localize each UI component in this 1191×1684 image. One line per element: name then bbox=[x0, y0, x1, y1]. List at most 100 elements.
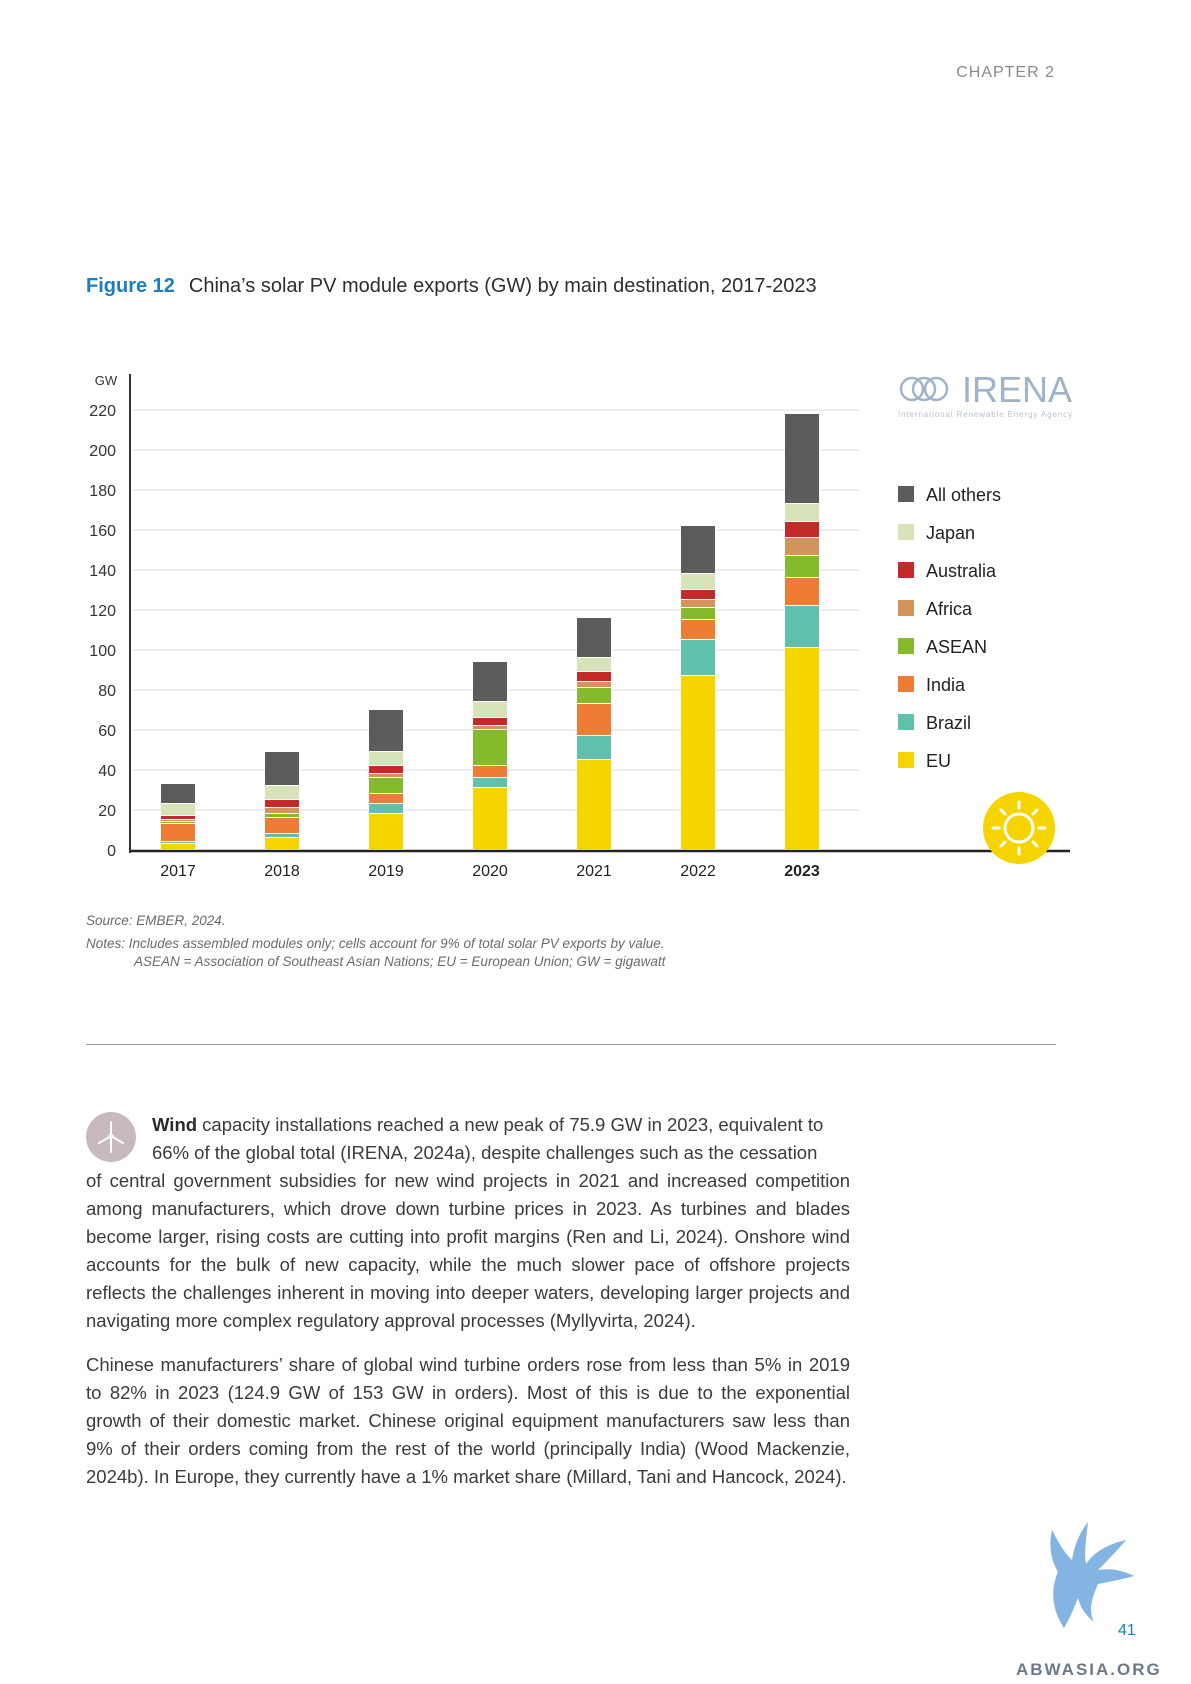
bar-segment bbox=[161, 842, 195, 843]
y-tick-label: 160 bbox=[89, 523, 116, 540]
bar-segment bbox=[785, 522, 819, 537]
bar-segment bbox=[681, 590, 715, 599]
paragraph-market-share: Chinese manufacturers’ share of global w… bbox=[86, 1354, 850, 1487]
bar-segment bbox=[265, 752, 299, 785]
bar-segment bbox=[265, 808, 299, 813]
bar-segment bbox=[785, 414, 819, 503]
site-watermark: ABWASIA.ORG bbox=[1016, 1660, 1162, 1679]
bar-segment bbox=[265, 818, 299, 833]
legend-swatch bbox=[898, 714, 914, 730]
y-tick-label: 60 bbox=[98, 723, 116, 740]
chapter-label: CHAPTER 2 bbox=[956, 64, 1055, 81]
y-tick-label: 200 bbox=[89, 443, 116, 460]
x-tick-label: 2020 bbox=[472, 863, 508, 880]
y-tick-label: 140 bbox=[89, 563, 116, 580]
chart-legend: All others Japan Australia Africa ASEAN India… bbox=[898, 485, 1001, 771]
bar-segment bbox=[161, 824, 195, 841]
bar-segment bbox=[369, 804, 403, 813]
bar-segment bbox=[681, 574, 715, 589]
x-tick-label: 2019 bbox=[368, 863, 404, 880]
bar-segment bbox=[369, 814, 403, 849]
bar-segment bbox=[473, 766, 507, 777]
bar-segment bbox=[681, 676, 715, 849]
bar-segment bbox=[577, 682, 611, 687]
figure-notes: Notes: Includes assembled modules only; … bbox=[86, 936, 665, 951]
legend-label: Australia bbox=[926, 561, 997, 581]
bar-segment bbox=[785, 538, 819, 555]
bar-segment bbox=[265, 814, 299, 817]
paragraph-text: 66% of the global total (IRENA, 2024a), … bbox=[152, 1142, 818, 1163]
legend-label: Japan bbox=[926, 523, 975, 543]
x-tick-label: 2018 bbox=[264, 863, 300, 880]
page-number: 41 bbox=[1118, 1622, 1136, 1639]
bar-segment bbox=[369, 794, 403, 803]
bar-segment bbox=[785, 556, 819, 577]
x-axis-labels: 2017 2018 2019 2020 2021 2022 2023 bbox=[160, 863, 820, 880]
bar-segment bbox=[681, 600, 715, 607]
legend-label: EU bbox=[926, 751, 951, 771]
y-tick-label: 80 bbox=[98, 683, 116, 700]
bar-segment bbox=[681, 640, 715, 675]
chart-gridlines bbox=[132, 409, 860, 811]
x-tick-label: 2017 bbox=[160, 863, 196, 880]
legend-label: All others bbox=[926, 485, 1001, 505]
bar-segment bbox=[369, 710, 403, 751]
bar-segment bbox=[577, 760, 611, 849]
bar-segment bbox=[369, 752, 403, 765]
y-axis-ticks: 0 20 40 60 80 100 120 140 160 180 200 220 bbox=[89, 403, 116, 860]
bar-segment bbox=[785, 578, 819, 605]
bar-segment bbox=[161, 844, 195, 849]
legend-label: India bbox=[926, 675, 966, 695]
y-tick-label: 120 bbox=[89, 603, 116, 620]
x-tick-label: 2022 bbox=[680, 863, 716, 880]
bar-segment bbox=[473, 702, 507, 717]
bar-segment bbox=[265, 838, 299, 849]
paragraph-lead: Wind bbox=[152, 1114, 198, 1135]
legend-label: Brazil bbox=[926, 713, 971, 733]
paragraph-wind: Wind capacity installations reached a ne… bbox=[86, 1111, 850, 1335]
y-tick-label: 40 bbox=[98, 763, 116, 780]
eagle-watermark-icon bbox=[1050, 1522, 1134, 1628]
y-tick-label: 180 bbox=[89, 483, 116, 500]
sun-icon bbox=[983, 792, 1055, 864]
bar-segment bbox=[369, 774, 403, 777]
bar-segment bbox=[161, 784, 195, 803]
legend-swatch bbox=[898, 524, 914, 540]
bar-segment bbox=[577, 688, 611, 703]
legend-label: Africa bbox=[926, 599, 973, 619]
x-tick-label: 2023 bbox=[784, 863, 820, 880]
globe-icon bbox=[899, 376, 949, 402]
logo-name: IRENA bbox=[962, 369, 1072, 410]
legend-swatch bbox=[898, 638, 914, 654]
bar-segment bbox=[577, 658, 611, 671]
paragraph-text: of central government subsidies for new … bbox=[86, 1170, 850, 1331]
bar-segment bbox=[785, 606, 819, 647]
y-tick-label: 100 bbox=[89, 643, 116, 660]
bar-segment bbox=[161, 804, 195, 815]
bar-segment bbox=[369, 766, 403, 773]
bar-segment bbox=[473, 726, 507, 729]
y-tick-label: 220 bbox=[89, 403, 116, 420]
figure-title: Figure 12 China’s solar PV module exports… bbox=[86, 275, 817, 298]
irena-logo: IRENA International Renewable Energy Age… bbox=[898, 369, 1072, 419]
legend-label: ASEAN bbox=[926, 637, 987, 657]
figure-notes-abbreviations: ASEAN = Association of Southeast Asian N… bbox=[134, 954, 666, 969]
bar-segment bbox=[369, 778, 403, 793]
bar-segment bbox=[681, 620, 715, 639]
section-divider bbox=[86, 1044, 1056, 1045]
bar-segment bbox=[161, 822, 195, 823]
paragraph-text: capacity installations reached a new pea… bbox=[197, 1114, 824, 1135]
wind-turbine-icon bbox=[86, 1112, 136, 1162]
y-tick-label: 0 bbox=[107, 843, 116, 860]
bar-segment bbox=[785, 648, 819, 849]
bar-segment bbox=[577, 672, 611, 681]
figure-caption: China’s solar PV module exports (GW) by … bbox=[188, 275, 817, 297]
y-axis-unit: GW bbox=[95, 373, 118, 388]
bar-segment bbox=[161, 816, 195, 819]
bar-segment bbox=[785, 504, 819, 521]
x-tick-label: 2021 bbox=[576, 863, 612, 880]
bar-segment bbox=[681, 608, 715, 619]
figure-number: Figure 12 bbox=[86, 275, 175, 297]
legend-swatch bbox=[898, 600, 914, 616]
